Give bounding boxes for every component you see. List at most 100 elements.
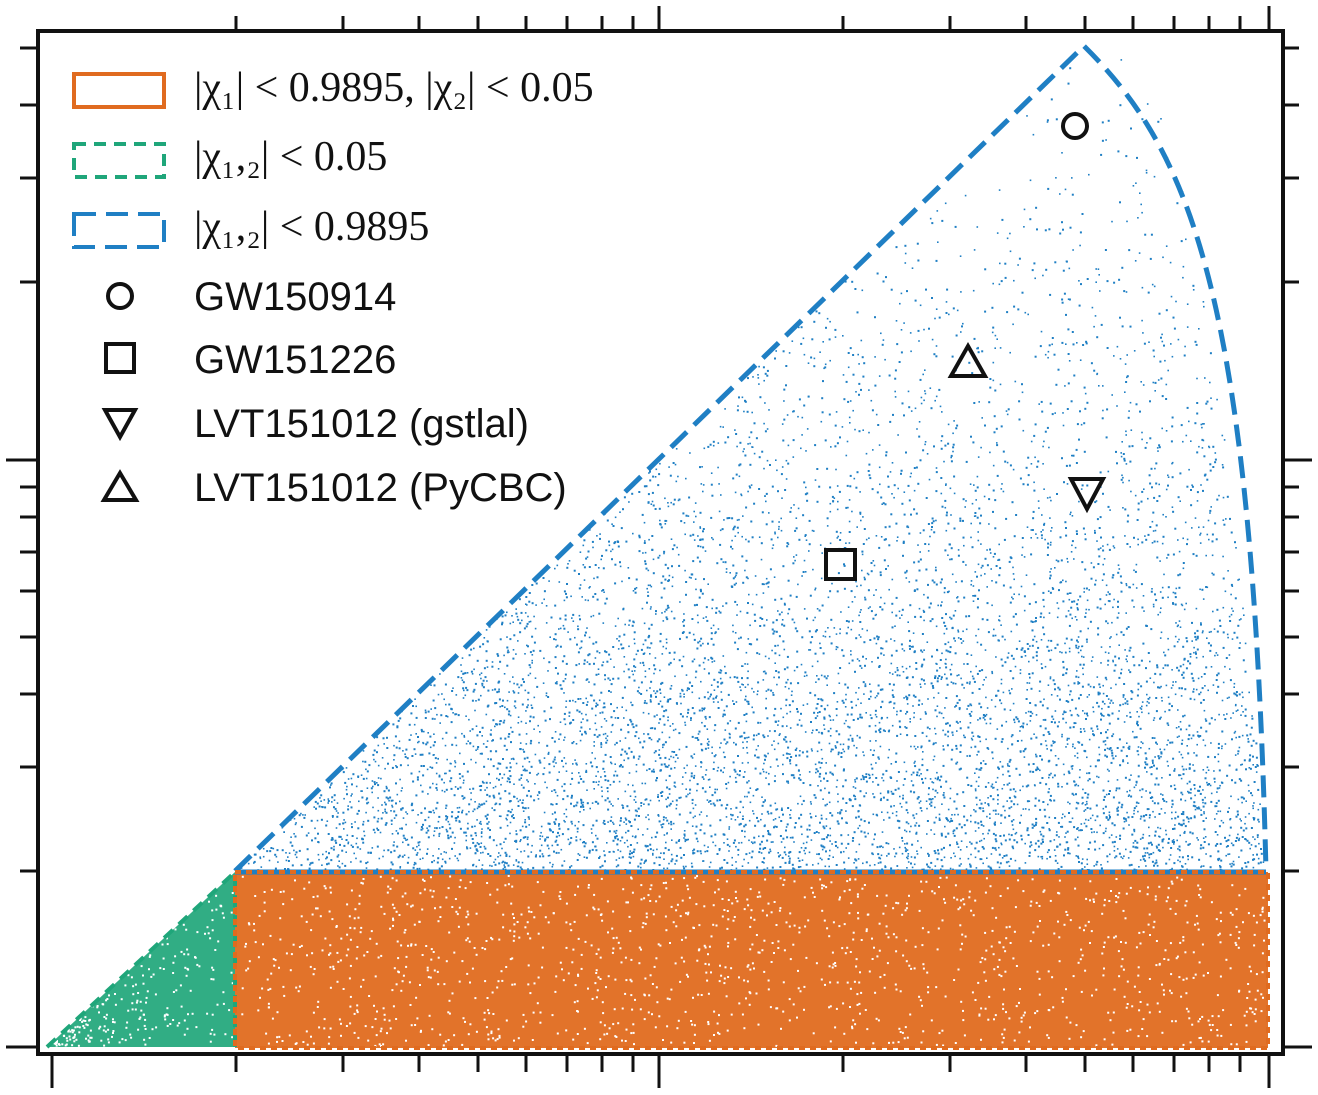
blue-region-point <box>735 582 737 585</box>
orange-region-point <box>587 884 590 886</box>
orange-region-point <box>574 893 577 896</box>
blue-region-point <box>896 819 899 822</box>
blue-region-point <box>1184 825 1187 828</box>
orange-region-point <box>647 894 650 897</box>
green-region-point <box>67 1028 70 1031</box>
orange-region-point <box>614 1035 617 1038</box>
blue-region-point <box>1099 686 1101 688</box>
orange-region-point <box>918 995 921 998</box>
blue-region-point <box>1166 760 1169 763</box>
blue-region-point <box>480 672 483 674</box>
orange-region-point <box>906 1036 909 1039</box>
blue-region-point <box>488 821 490 823</box>
blue-region-point <box>1214 461 1217 464</box>
orange-region-point <box>258 914 261 917</box>
blue-region-point <box>1118 568 1121 570</box>
blue-region-point <box>1141 286 1144 289</box>
blue-region-point <box>1073 374 1076 377</box>
blue-region-point <box>606 787 609 789</box>
blue-region-point <box>809 829 811 831</box>
blue-region-point <box>936 210 939 212</box>
orange-region-point <box>511 885 514 888</box>
blue-region-point <box>1059 536 1062 539</box>
blue-region-point <box>808 550 810 552</box>
blue-region-point <box>835 708 838 710</box>
blue-region-point <box>973 337 976 340</box>
blue-region-point <box>678 813 681 816</box>
blue-region-point <box>829 771 832 774</box>
orange-region-point <box>1124 917 1127 920</box>
blue-region-point <box>780 809 783 811</box>
orange-region-point <box>541 966 544 969</box>
blue-region-point <box>952 614 955 617</box>
orange-region-point <box>1161 1031 1164 1034</box>
blue-region-point <box>1063 292 1066 295</box>
blue-region-point <box>854 288 857 290</box>
blue-region-point <box>598 612 601 615</box>
blue-region-point <box>1206 478 1209 481</box>
blue-region-point <box>905 801 908 804</box>
orange-region-point <box>743 908 746 911</box>
blue-region-point <box>820 817 823 820</box>
orange-region-point <box>1036 1010 1039 1013</box>
orange-region-point <box>738 976 740 979</box>
blue-region-point <box>747 700 750 703</box>
blue-region-point <box>621 647 623 650</box>
orange-region-point <box>466 972 469 975</box>
orange-region-point <box>1102 974 1105 977</box>
blue-region-point <box>980 446 982 449</box>
blue-region-point <box>737 721 740 724</box>
orange-region-point <box>483 1011 486 1014</box>
blue-region-point <box>1146 103 1149 105</box>
orange-region-point <box>846 946 849 949</box>
orange-region-point <box>298 946 301 948</box>
blue-region-point <box>802 842 805 845</box>
blue-region-point <box>950 547 953 550</box>
blue-region-point <box>940 785 942 788</box>
blue-region-point <box>672 723 674 725</box>
blue-region-point <box>1051 413 1054 416</box>
blue-region-point <box>377 829 380 831</box>
orange-region-point <box>702 880 705 883</box>
orange-region-point <box>640 948 642 951</box>
blue-region-point <box>1067 610 1070 612</box>
green-region-point <box>112 1030 115 1032</box>
orange-region-point <box>727 976 730 978</box>
orange-region-point <box>393 907 396 910</box>
orange-region-point <box>565 946 568 949</box>
blue-region-point <box>1079 728 1082 730</box>
orange-region-point <box>909 1013 912 1016</box>
blue-region-point <box>901 614 903 616</box>
orange-region-point <box>464 887 467 890</box>
blue-region-point <box>1214 452 1217 454</box>
orange-region-point <box>1175 899 1178 902</box>
blue-region-point <box>602 767 605 770</box>
orange-region-point <box>639 1008 642 1011</box>
orange-region-point <box>1075 1024 1078 1027</box>
green-region-point <box>150 975 153 978</box>
blue-region-point <box>1008 782 1011 784</box>
green-region-point <box>54 1041 57 1044</box>
blue-region-point <box>552 863 554 866</box>
blue-region-point <box>1110 749 1113 752</box>
orange-region-point <box>1019 988 1021 990</box>
blue-region-point <box>1002 450 1005 453</box>
blue-region-point <box>618 635 621 638</box>
blue-region-point <box>909 639 911 642</box>
orange-region-point <box>797 987 800 990</box>
blue-region-point <box>1084 712 1086 715</box>
orange-region-point <box>901 913 904 916</box>
orange-region-point <box>856 895 859 898</box>
blue-region-point <box>996 861 999 864</box>
blue-region-point <box>424 717 427 719</box>
orange-region-point <box>734 890 737 893</box>
blue-region-point <box>563 860 566 862</box>
blue-region-point <box>664 578 667 581</box>
orange-region-point <box>459 879 462 882</box>
orange-region-point <box>419 984 421 986</box>
blue-region-point <box>660 596 663 599</box>
blue-region-point <box>295 822 297 824</box>
orange-region-point <box>259 996 261 999</box>
blue-region-point <box>1153 802 1156 805</box>
orange-region-point <box>944 901 947 904</box>
